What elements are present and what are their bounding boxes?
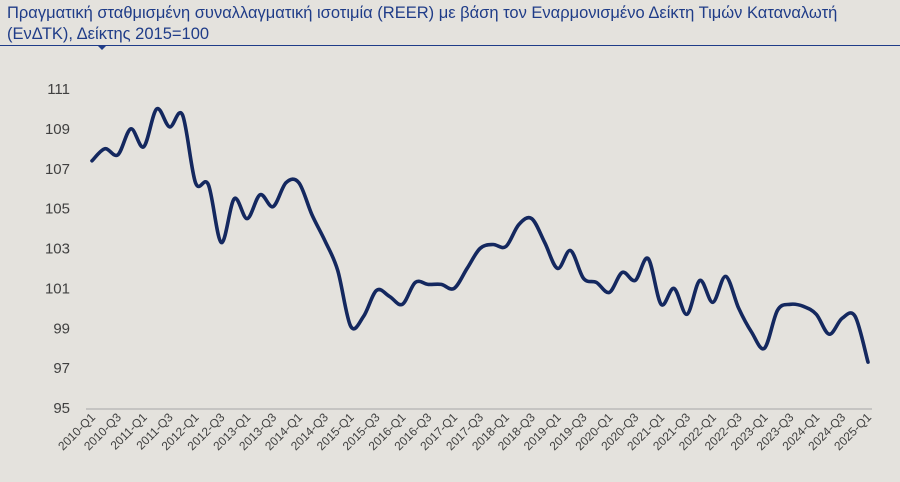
data-point xyxy=(620,270,624,274)
data-point xyxy=(478,247,482,251)
data-point xyxy=(569,249,573,253)
data-point xyxy=(853,314,857,318)
data-point xyxy=(129,127,133,131)
data-point xyxy=(413,280,417,284)
data-point xyxy=(711,300,715,304)
data-point xyxy=(90,159,94,163)
x-axis-ticks: 2010-Q12010-Q32011-Q12011-Q32012-Q12012-… xyxy=(55,410,874,453)
data-point xyxy=(724,274,728,278)
data-point xyxy=(530,217,534,221)
data-point xyxy=(310,213,314,217)
title-divider xyxy=(0,45,900,46)
data-point xyxy=(827,332,831,336)
series-line-0 xyxy=(90,106,870,364)
data-point xyxy=(465,266,469,270)
y-tick-label: 107 xyxy=(45,161,70,178)
data-point xyxy=(206,183,210,187)
data-point xyxy=(543,241,547,245)
data-point xyxy=(556,266,560,270)
data-point xyxy=(866,360,870,364)
data-point xyxy=(594,280,598,284)
data-point xyxy=(116,153,120,157)
data-point xyxy=(750,330,754,334)
title-notch-marker xyxy=(97,45,107,50)
data-point xyxy=(840,316,844,320)
data-point xyxy=(284,181,288,185)
data-point xyxy=(607,290,611,294)
data-point xyxy=(297,181,301,185)
chart-title: Πραγματική σταθμισμένη συναλλαγματική ισ… xyxy=(7,4,838,43)
data-point xyxy=(142,145,146,149)
data-point xyxy=(737,306,741,310)
data-point xyxy=(426,282,430,286)
y-tick-label: 103 xyxy=(45,241,70,258)
y-tick-label: 111 xyxy=(47,81,70,98)
y-tick-label: 97 xyxy=(53,360,70,377)
data-point xyxy=(814,312,818,316)
data-point xyxy=(646,257,650,261)
data-point xyxy=(582,276,586,280)
data-point xyxy=(685,312,689,316)
data-point xyxy=(776,308,780,312)
data-point xyxy=(181,113,185,117)
data-point xyxy=(375,288,379,292)
data-point xyxy=(232,197,236,201)
data-point xyxy=(349,324,353,328)
data-point xyxy=(155,107,159,111)
y-axis-ticks: 95 97 99 101 103 105 107 109 111 xyxy=(45,81,70,417)
data-point xyxy=(659,302,663,306)
y-tick-label: 99 xyxy=(53,320,70,337)
data-point xyxy=(388,294,392,298)
data-point xyxy=(801,304,805,308)
y-tick-label: 109 xyxy=(45,121,70,138)
data-point xyxy=(323,239,327,243)
series-layer xyxy=(90,106,870,364)
data-point xyxy=(788,302,792,306)
data-point xyxy=(517,223,521,227)
data-point xyxy=(504,245,508,249)
data-point xyxy=(362,314,366,318)
data-point xyxy=(439,282,443,286)
y-tick-label: 95 xyxy=(53,400,70,417)
y-tick-label: 101 xyxy=(45,280,70,297)
data-point xyxy=(219,241,223,245)
data-point xyxy=(400,302,404,306)
data-point xyxy=(168,125,172,129)
data-point xyxy=(633,278,637,282)
data-point xyxy=(698,278,702,282)
y-tick-label: 105 xyxy=(45,201,70,218)
data-point xyxy=(258,193,262,197)
data-point xyxy=(271,205,275,209)
data-point xyxy=(194,181,198,185)
data-point xyxy=(763,346,767,350)
data-point xyxy=(672,286,676,290)
data-point xyxy=(103,147,107,151)
data-point xyxy=(452,286,456,290)
data-point xyxy=(491,243,495,247)
data-point xyxy=(245,217,249,221)
data-point xyxy=(336,268,340,272)
